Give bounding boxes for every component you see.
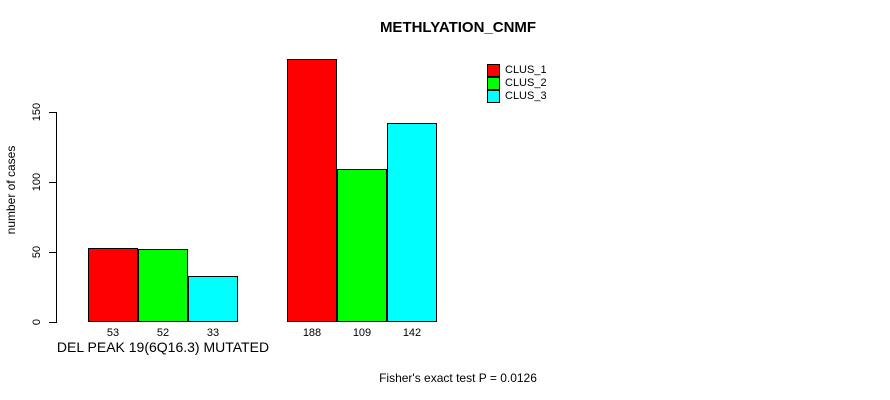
legend-label: CLUS_1 [505, 64, 547, 76]
bar-value-label: 52 [156, 327, 170, 339]
legend-label: CLUS_2 [505, 77, 547, 89]
bar-value-label: 33 [206, 327, 220, 339]
bar-value-label: 188 [302, 327, 322, 339]
legend-swatch-clus_1 [487, 64, 500, 77]
y-tick-mark [49, 252, 56, 253]
annotation-text: Fisher's exact test P = 0.0126 [379, 371, 537, 385]
legend-swatch-clus_2 [487, 77, 500, 90]
legend: CLUS_1 CLUS_2 CLUS_3 [487, 64, 547, 103]
x-category-label: DEL PEAK 19(6Q16.3) MUTATED [56, 339, 270, 355]
legend-item: CLUS_1 [487, 64, 547, 77]
y-tick-label: 100 [31, 172, 43, 192]
bar-value-label: 142 [402, 327, 422, 339]
bar-value-label: 109 [352, 327, 372, 339]
bar-clus_2-group1 [138, 249, 188, 322]
bar-value-label: 53 [106, 327, 120, 339]
legend-swatch-clus_3 [487, 90, 500, 103]
y-axis-title: number of cases [4, 145, 18, 235]
bar-clus_1-group2 [287, 59, 337, 322]
y-tick-label: 150 [31, 102, 43, 122]
legend-label: CLUS_3 [505, 90, 547, 102]
bar-clus_3-group1 [188, 276, 238, 322]
y-axis-line [56, 112, 57, 323]
bar-clus_1-group1 [88, 248, 138, 322]
legend-item: CLUS_2 [487, 77, 547, 90]
y-tick-mark [49, 182, 56, 183]
bar-clus_2-group2 [337, 169, 387, 322]
bar-clus_3-group2 [387, 123, 437, 322]
y-tick-mark [49, 322, 56, 323]
y-tick-label: 50 [31, 245, 43, 259]
y-tick-mark [49, 112, 56, 113]
legend-item: CLUS_3 [487, 90, 547, 103]
chart-title: METHLYATION_CNMF [379, 19, 537, 36]
